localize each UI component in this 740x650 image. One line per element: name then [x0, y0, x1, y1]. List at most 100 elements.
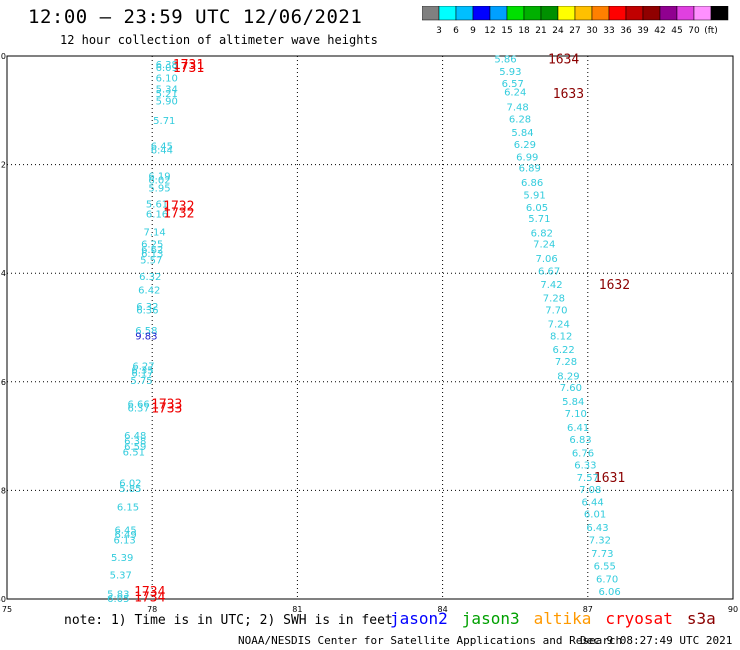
color-scale-label: 3	[436, 26, 442, 36]
x-tick-label: 75	[2, 605, 12, 612]
legend-item-cryosat: cryosat	[605, 609, 673, 628]
color-scale-label: 42	[654, 26, 665, 36]
color-scale-label: (ft)	[704, 26, 718, 36]
swh-value-label: 6.86	[521, 178, 543, 189]
x-tick-label: 90	[728, 605, 738, 612]
color-scale-label: 15	[501, 26, 512, 36]
swh-value-label: 6.38	[156, 60, 178, 71]
color-scale-label: 45	[671, 26, 682, 36]
swh-value-label: 6.36	[136, 306, 158, 317]
swh-value-label: 6.99	[516, 152, 538, 163]
swh-value-label: 6.67	[538, 266, 560, 277]
swh-value-label: 6.13	[141, 249, 163, 260]
swh-value-label: 6.25	[141, 239, 163, 250]
legend-item-jason2: jason2	[390, 609, 448, 628]
time-label: 1632	[599, 278, 630, 293]
swh-value-label: 5.86	[494, 55, 516, 66]
swh-value-label: 8.12	[550, 332, 572, 343]
swh-value-label: 6.32	[136, 302, 158, 313]
swh-value-label: 6.27	[132, 362, 154, 373]
swh-value-label: 7.28	[555, 357, 577, 368]
footer-timestamp: Dec 9 08:27:49 UTC 2021	[580, 634, 733, 647]
time-label: 1631	[594, 471, 625, 486]
swh-value-label: 5.39	[111, 553, 133, 564]
swh-value-label: 6.45	[151, 142, 173, 153]
swh-value-label: 7.48	[506, 102, 528, 113]
swh-value-label: 6.02	[148, 175, 170, 186]
swh-value-label: 7.24	[533, 239, 555, 250]
x-tick-label: 78	[147, 605, 157, 612]
swh-value-label: 6.15	[117, 503, 139, 514]
x-tick-label: 87	[583, 605, 593, 612]
swh-value-label: 6.45	[114, 525, 136, 536]
legend-item-jason3: jason3	[461, 609, 520, 628]
swh-value-label: 6.01	[584, 510, 606, 521]
time-label: 1731	[173, 58, 204, 73]
swh-value-label: 7.60	[560, 383, 582, 394]
swh-value-label: 9.83	[135, 332, 157, 343]
swh-value-label: 6.48	[124, 431, 146, 442]
color-scale-label: 36	[620, 26, 632, 36]
time-label: 1634	[548, 53, 579, 68]
swh-value-label: 6.19	[148, 171, 170, 182]
color-scale-label: 33	[603, 26, 614, 36]
swh-value-label: 7.06	[536, 254, 558, 265]
swh-value-label: 6.83	[569, 435, 591, 446]
swh-value-label: 7.32	[589, 535, 611, 546]
swh-value-label: 6.51	[123, 447, 145, 458]
swh-value-label: 6.76	[572, 448, 594, 459]
y-tick-label: -26	[0, 378, 6, 387]
swh-value-label: 6.62	[141, 245, 163, 256]
swh-value-label: 8.29	[557, 371, 579, 382]
swh-value-label: 6.41	[567, 423, 589, 434]
swh-value-label: 5.37	[110, 571, 132, 582]
swh-value-label: 6.58	[135, 326, 157, 337]
swh-value-label: 6.32	[139, 272, 161, 283]
footer-credit: NOAA/NESDIS Center for Satellite Applica…	[238, 634, 623, 647]
time-label: 1734	[134, 590, 165, 605]
note-text: note: 1) Time is in UTC; 2) SWH is in fe…	[64, 613, 393, 628]
swh-value-label: 5.85	[119, 484, 141, 495]
swh-value-label: 5.57	[140, 256, 162, 267]
page-title: 12:00 – 23:59 UTC 12/06/2021	[28, 6, 363, 28]
color-swatch	[710, 6, 729, 21]
swh-value-label: 6.10	[156, 74, 178, 85]
swh-value-label: 6.05	[526, 203, 548, 214]
swh-value-label: 6.44	[582, 497, 604, 508]
swh-value-label: 7.10	[565, 409, 587, 420]
swh-value-label: 6.42	[138, 285, 160, 296]
satellite-legend: jason2 jason3 altika cryosat s3a	[390, 609, 730, 628]
swh-value-label: 7.08	[579, 485, 601, 496]
swh-value-label: 5.71	[153, 116, 175, 127]
swh-value-label: 5.75	[130, 376, 152, 387]
color-scale-label: 70	[688, 26, 700, 36]
swh-value-label: 5.95	[148, 183, 170, 194]
swh-value-label: 5.84	[511, 128, 533, 139]
swh-value-label: 5.91	[523, 190, 545, 201]
swh-value-label: 6.66	[128, 400, 150, 411]
swh-value-label: 7.28	[543, 294, 565, 305]
x-tick-label: 81	[292, 605, 302, 612]
swh-value-label: 5.93	[499, 67, 521, 78]
swh-value-label: 6.22	[552, 345, 574, 356]
color-scale-label: 30	[586, 26, 598, 36]
swh-value-label: 5.34	[156, 85, 178, 96]
page-subtitle: 12 hour collection of altimeter wave hei…	[60, 33, 378, 47]
altimeter-chart: 757881848790-20-22-24-26-28-306.386.096.…	[0, 52, 738, 612]
swh-value-label: 6.59	[124, 442, 146, 453]
swh-value-label: 7.24	[548, 320, 570, 331]
swh-value-label: 6.09	[156, 63, 178, 74]
time-label: 1733	[151, 398, 182, 413]
swh-value-label: 5.61	[146, 200, 168, 211]
swh-value-label: 6.38	[124, 436, 146, 447]
swh-value-label: 6.17	[131, 369, 153, 380]
swh-value-label: 5.83	[107, 590, 129, 601]
time-label: 1732	[163, 206, 194, 221]
color-scale-label: 27	[569, 26, 580, 36]
y-tick-label: -24	[0, 269, 6, 278]
swh-value-label: 6.55	[594, 561, 616, 572]
swh-value-label: 6.16	[146, 209, 168, 220]
swh-value-label: 6.35	[131, 365, 153, 376]
swh-value-label: 6.43	[586, 523, 608, 534]
y-tick-label: -28	[0, 486, 6, 495]
